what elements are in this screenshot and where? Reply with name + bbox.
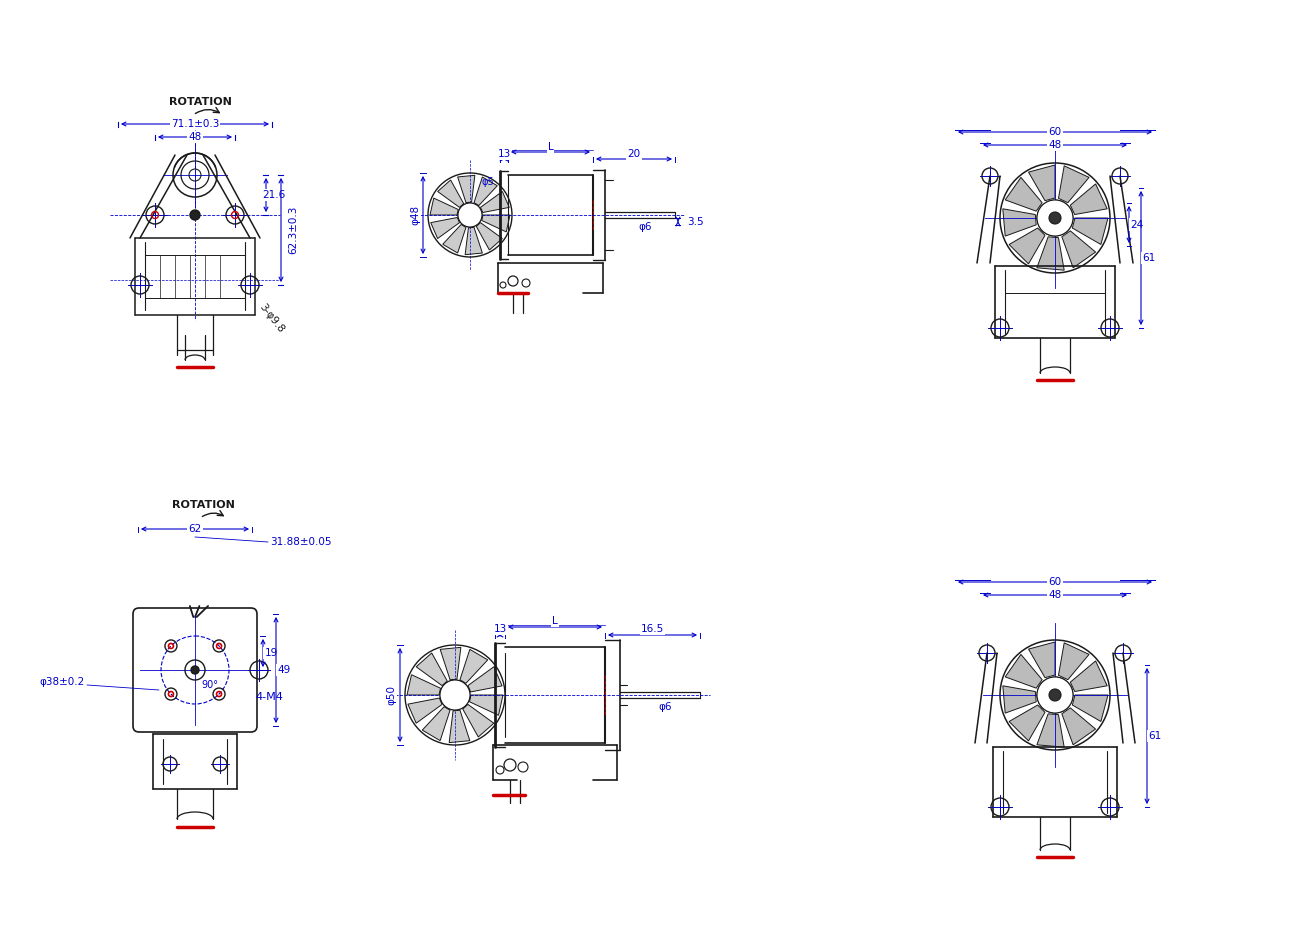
- Text: 48: 48: [1048, 140, 1062, 150]
- Polygon shape: [1072, 218, 1108, 244]
- Polygon shape: [465, 227, 482, 254]
- Polygon shape: [458, 175, 474, 202]
- Polygon shape: [474, 177, 498, 205]
- Text: 48: 48: [188, 132, 202, 142]
- Circle shape: [1049, 689, 1061, 701]
- Text: 24: 24: [1131, 219, 1144, 230]
- Text: φ6: φ6: [638, 222, 651, 232]
- Polygon shape: [476, 222, 502, 250]
- Polygon shape: [443, 224, 465, 253]
- Text: 19: 19: [264, 648, 278, 658]
- Text: 61: 61: [1148, 731, 1162, 741]
- Polygon shape: [430, 218, 459, 238]
- Text: ROTATION: ROTATION: [172, 500, 234, 510]
- Polygon shape: [408, 698, 442, 723]
- Circle shape: [1049, 689, 1061, 701]
- Text: 48: 48: [1048, 590, 1062, 600]
- Circle shape: [191, 666, 199, 674]
- Circle shape: [1037, 677, 1072, 713]
- Polygon shape: [1002, 209, 1036, 236]
- Polygon shape: [416, 653, 447, 686]
- Polygon shape: [407, 674, 441, 695]
- Circle shape: [1037, 200, 1072, 236]
- Circle shape: [1049, 212, 1061, 224]
- Polygon shape: [1062, 231, 1096, 268]
- Text: 31.88±0.05: 31.88±0.05: [270, 537, 332, 547]
- Polygon shape: [1005, 178, 1043, 211]
- Circle shape: [1049, 212, 1061, 224]
- Circle shape: [190, 210, 200, 220]
- Text: 71.1±0.3: 71.1±0.3: [170, 119, 220, 129]
- Text: 49: 49: [277, 665, 291, 675]
- Text: 62: 62: [188, 524, 202, 534]
- Polygon shape: [1002, 686, 1036, 713]
- Polygon shape: [1058, 166, 1089, 202]
- Polygon shape: [482, 215, 510, 232]
- Polygon shape: [450, 710, 469, 743]
- Text: ROTATION: ROTATION: [169, 97, 231, 107]
- Polygon shape: [1037, 236, 1065, 271]
- Text: φ48: φ48: [410, 205, 420, 225]
- Text: L: L: [552, 616, 558, 626]
- Text: 4-M4: 4-M4: [255, 692, 283, 702]
- Polygon shape: [1062, 708, 1096, 745]
- Circle shape: [439, 680, 471, 710]
- Polygon shape: [430, 198, 458, 215]
- Polygon shape: [1072, 695, 1108, 722]
- Polygon shape: [1037, 714, 1065, 747]
- Polygon shape: [1009, 705, 1045, 741]
- Text: φ50: φ50: [386, 685, 396, 705]
- Polygon shape: [468, 667, 502, 692]
- Text: 21.6: 21.6: [263, 190, 286, 200]
- Polygon shape: [460, 649, 488, 683]
- Text: 20: 20: [628, 149, 641, 159]
- Polygon shape: [463, 705, 494, 737]
- Polygon shape: [1070, 661, 1108, 692]
- Text: 3.5: 3.5: [686, 217, 703, 227]
- Text: 16.5: 16.5: [641, 624, 664, 634]
- Polygon shape: [441, 647, 460, 680]
- Text: 13: 13: [498, 149, 511, 159]
- Polygon shape: [1070, 184, 1108, 215]
- Polygon shape: [1028, 165, 1056, 201]
- Text: φ38±0.2: φ38±0.2: [40, 677, 84, 687]
- Polygon shape: [438, 180, 464, 207]
- Circle shape: [458, 203, 482, 227]
- Text: 13: 13: [494, 624, 507, 634]
- Text: 90°: 90°: [202, 680, 218, 690]
- Polygon shape: [1028, 642, 1056, 677]
- Text: 62.3±0.3: 62.3±0.3: [289, 206, 298, 254]
- Polygon shape: [469, 695, 503, 715]
- Text: 61: 61: [1143, 253, 1156, 263]
- Polygon shape: [1058, 642, 1089, 679]
- Text: φ5: φ5: [481, 177, 494, 187]
- Polygon shape: [1009, 228, 1045, 264]
- Polygon shape: [422, 707, 450, 741]
- Text: 3-φ9.8: 3-φ9.8: [257, 302, 286, 335]
- Polygon shape: [481, 191, 510, 213]
- Polygon shape: [1005, 655, 1043, 688]
- Text: φ6: φ6: [658, 702, 672, 712]
- FancyBboxPatch shape: [133, 608, 257, 732]
- Text: 60: 60: [1048, 577, 1062, 587]
- Text: 60: 60: [1048, 127, 1062, 137]
- Text: L: L: [547, 142, 554, 152]
